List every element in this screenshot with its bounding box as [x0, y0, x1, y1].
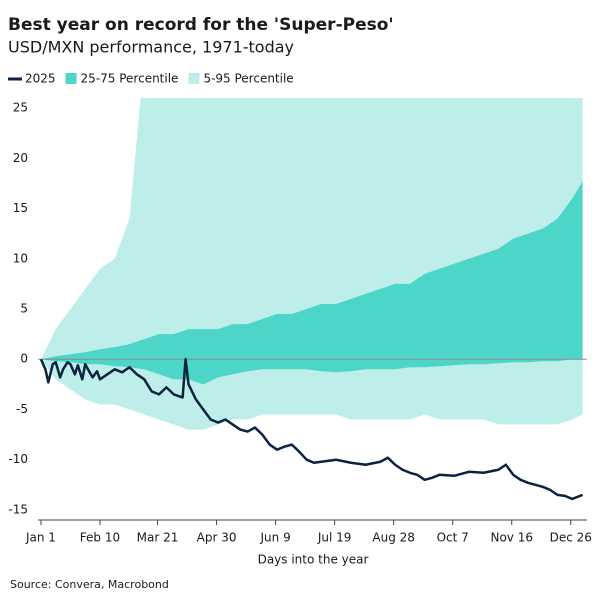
legend-label: 5-95 Percentile: [203, 72, 293, 86]
band-area: [40, 181, 583, 385]
y-tick-label: 0: [20, 352, 28, 366]
chart-subtitle: USD/MXN performance, 1971-today: [8, 38, 294, 57]
source: Source: Convera, Macrobond: [10, 578, 169, 591]
y-tick-label: -10: [8, 452, 28, 466]
legend-label: 25-75 Percentile: [81, 72, 179, 86]
y-tick-label: -5: [16, 402, 28, 416]
legend-swatch: [65, 73, 77, 84]
x-tick-label: Oct 7: [437, 531, 469, 545]
legend-label: 2025: [25, 72, 56, 86]
x-tick-label: Aug 28: [372, 531, 415, 545]
y-tick-label: 15: [13, 201, 28, 215]
x-tick-label: Mar 21: [137, 531, 179, 545]
y-tick-label: -15: [8, 502, 28, 516]
x-tick-label: Nov 16: [490, 531, 533, 545]
legend-swatch: [188, 73, 200, 84]
x-tick-label: Jun 9: [260, 531, 291, 545]
x-tick-label: Jan 1: [25, 531, 56, 545]
bands: [40, 98, 583, 430]
line-2025: [39, 357, 584, 501]
lines: [39, 357, 584, 501]
y-tick-label: 25: [13, 101, 28, 115]
x-tick-label: Dec 26: [550, 531, 592, 545]
chart-title: Best year on record for the 'Super-Peso': [8, 15, 394, 35]
y-tick-label: 20: [13, 151, 28, 165]
axes: -15 -10 -5 0 5 10 15 20 25 Jan 1 Feb 10 Mar 21 Apr 3…: [8, 101, 592, 545]
x-tick-label: Jul 19: [317, 531, 352, 545]
y-tick-label: 5: [20, 302, 28, 316]
legend: 2025 25-75 Percentile 5-95 Percentile: [8, 72, 294, 86]
x-tick-label: Feb 10: [80, 531, 120, 545]
y-tick-label: 10: [13, 251, 28, 265]
x-axis-label: Days into the year: [258, 553, 369, 567]
x-tick-label: Apr 30: [197, 531, 237, 545]
